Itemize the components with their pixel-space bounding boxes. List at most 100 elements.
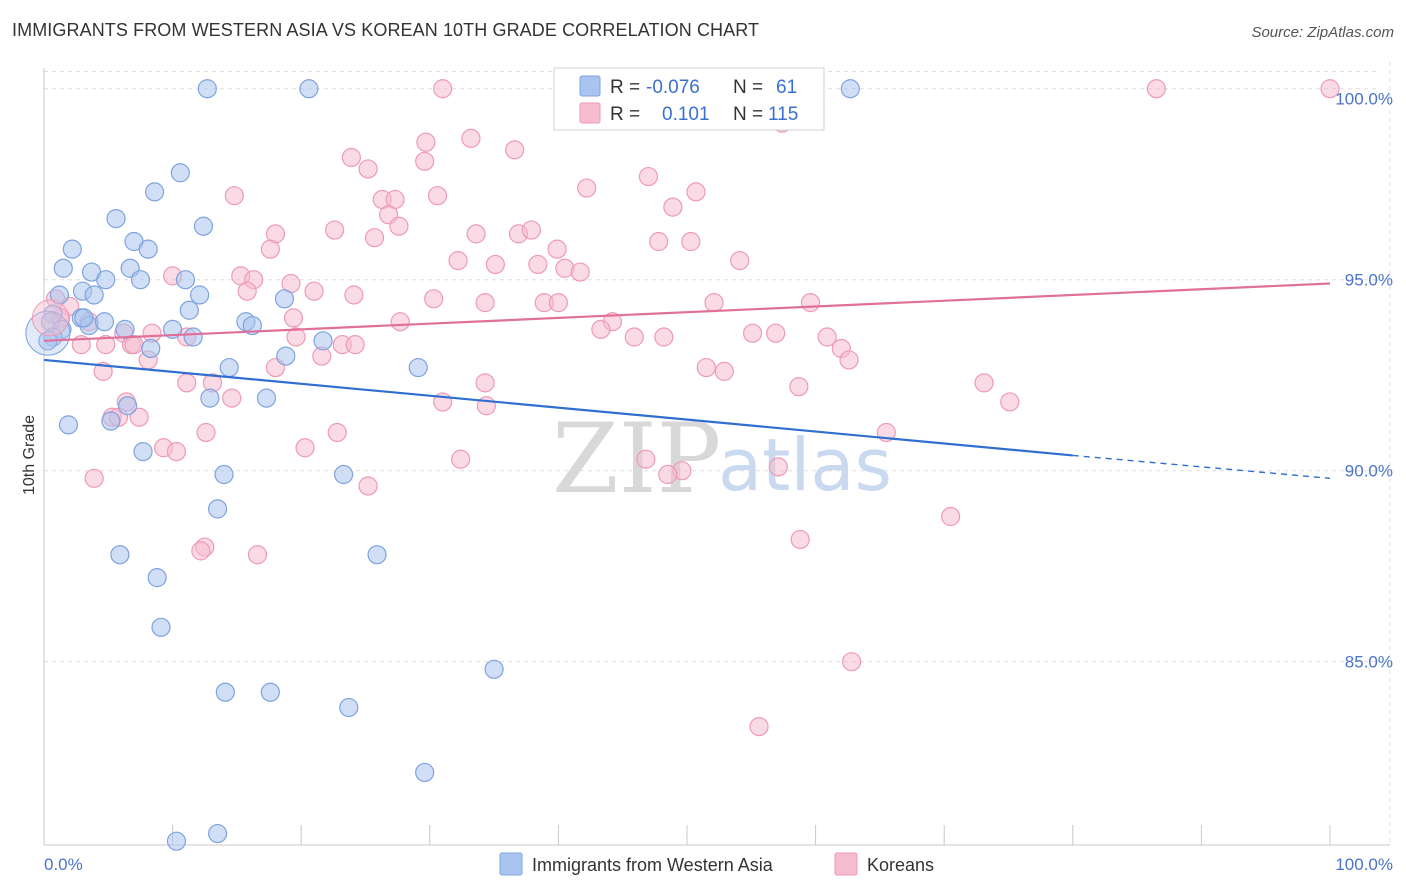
point-koreans-29: [547, 239, 567, 259]
point-koreans-31: [485, 254, 505, 275]
point-koreans-110: [749, 716, 769, 737]
y-tick-label-2: 95.0%: [1345, 271, 1393, 290]
point-koreans-5: [461, 128, 481, 148]
point-immigrants-28: [115, 319, 135, 339]
point-koreans-75: [696, 357, 716, 378]
point-koreans-43: [424, 289, 444, 309]
point-koreans-9: [358, 159, 378, 179]
point-koreans-108: [790, 529, 810, 550]
point-immigrants-46: [334, 464, 354, 485]
point-koreans-46: [548, 293, 569, 313]
point-koreans-23: [521, 220, 541, 240]
point-koreans-15: [427, 186, 448, 206]
point-koreans-54: [390, 312, 410, 332]
point-immigrants-27: [94, 312, 115, 332]
axes: [43, 68, 1390, 846]
watermark: ZIP atlas: [552, 403, 892, 515]
stats-swatch-blue: [579, 75, 601, 97]
point-koreans-84: [1000, 392, 1020, 412]
point-koreans-81: [475, 373, 495, 393]
y-tick-label-3: 100.0%: [1335, 90, 1393, 109]
point-koreans-77: [714, 361, 734, 381]
point-koreans-61: [624, 327, 644, 347]
trend-line-immigrants-extension: [1072, 454, 1331, 480]
point-koreans-101: [358, 476, 378, 496]
y-axis-title: 10th Grade: [21, 415, 38, 495]
point-immigrants-48: [110, 545, 130, 565]
point-koreans-34: [570, 262, 590, 282]
point-koreans-93: [327, 422, 347, 443]
point-koreans-20: [325, 220, 345, 240]
point-koreans-44: [475, 293, 495, 313]
point-immigrants-42: [58, 415, 79, 435]
point-koreans-7: [341, 147, 361, 168]
point-koreans-21: [466, 224, 486, 244]
point-koreans-106: [191, 541, 211, 561]
point-koreans-8: [415, 151, 435, 171]
point-koreans-74: [839, 350, 859, 370]
point-immigrants-41: [117, 396, 138, 416]
point-immigrants-40: [256, 388, 277, 408]
point-immigrants-53: [215, 682, 235, 702]
point-immigrants-3: [170, 163, 190, 183]
point-immigrants-15: [175, 270, 196, 290]
point-immigrants-35: [313, 331, 333, 351]
stats-swatch-pink: [579, 102, 601, 124]
point-immigrants-54: [260, 682, 280, 702]
point-koreans-63: [742, 323, 763, 343]
point-immigrants-58: [208, 823, 228, 844]
point-immigrants-18: [84, 285, 104, 305]
point-koreans-67: [96, 335, 116, 355]
point-koreans-25: [364, 228, 385, 248]
legend-label-koreans: Koreans: [867, 855, 934, 875]
point-koreans-41: [237, 281, 257, 301]
x-tick-label-1: 100.0%: [1335, 855, 1393, 874]
point-koreans-53: [283, 308, 304, 328]
point-immigrants-31: [242, 315, 262, 336]
point-immigrants-39: [200, 388, 220, 408]
stats-n-label-2: N =: [733, 104, 763, 125]
stats-r-label-2: R =: [610, 104, 640, 125]
point-koreans-40: [304, 281, 324, 301]
point-immigrants-37: [219, 357, 239, 378]
point-koreans-100: [84, 468, 104, 488]
point-koreans-47: [704, 293, 724, 313]
point-koreans-59: [286, 327, 306, 347]
point-immigrants-20: [274, 289, 295, 309]
x-tick-label-0: 0.0%: [44, 855, 83, 874]
point-koreans-17: [663, 197, 683, 217]
point-koreans-10: [638, 166, 659, 187]
point-koreans-64: [766, 323, 786, 343]
x-tick-labels: 0.0% 100.0%: [44, 855, 1393, 874]
point-koreans-35: [730, 251, 750, 271]
point-koreans-12: [686, 182, 706, 202]
point-koreans-113: [345, 335, 365, 355]
point-koreans-16: [224, 186, 244, 206]
point-immigrants-2: [840, 79, 860, 99]
y-tick-labels: 85.0% 90.0% 95.0% 100.0%: [1335, 90, 1393, 672]
point-immigrants-56: [415, 762, 435, 783]
point-immigrants-14: [130, 270, 151, 290]
y-tick-label-1: 90.0%: [1345, 462, 1393, 481]
stats-legend: R = -0.076 N = 61 R = 0.101 N = 115: [553, 67, 825, 131]
point-koreans-79: [177, 373, 197, 393]
point-koreans-4: [416, 132, 436, 152]
point-immigrants-43: [101, 411, 121, 431]
stats-n-label-1: N =: [733, 77, 763, 98]
trend-line-immigrants: [43, 358, 1073, 457]
point-koreans-6: [505, 140, 525, 160]
point-cluster-immigrants: [25, 310, 71, 356]
stats-r-value-2: 0.101: [662, 104, 710, 125]
point-immigrants-38: [408, 357, 428, 378]
stats-r-value-1: -0.076: [646, 77, 700, 98]
point-koreans-104: [941, 506, 961, 527]
point-immigrants-4: [144, 182, 165, 202]
point-immigrants-60: [74, 308, 94, 328]
point-koreans-27: [681, 231, 701, 252]
chart-title: IMMIGRANTS FROM WESTERN ASIA VS KOREAN 1…: [12, 20, 760, 40]
point-koreans-111: [658, 464, 678, 485]
point-immigrants-5: [106, 209, 126, 229]
stats-n-value-1: 61: [776, 77, 797, 98]
stats-r-label-1: R =: [610, 77, 640, 98]
